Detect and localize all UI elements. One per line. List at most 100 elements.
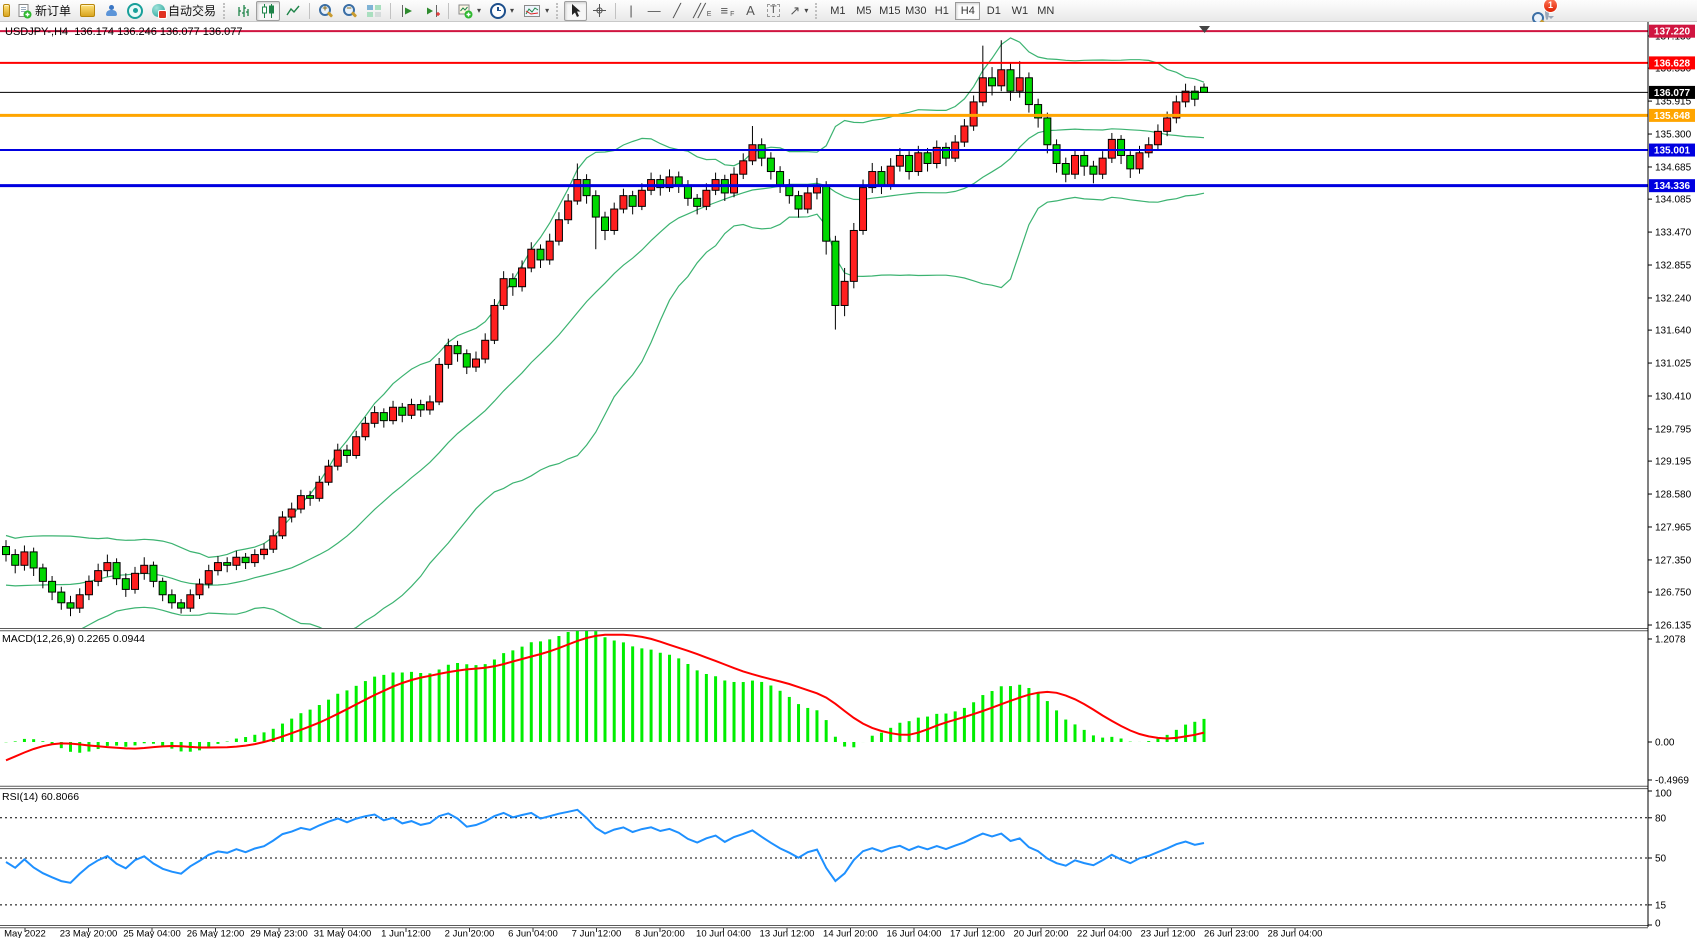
toolbar-right: 1: [1531, 0, 1697, 20]
radar-icon: [127, 2, 144, 19]
toolbar-grip: [815, 2, 819, 19]
svg-text:6 Jun 04:00: 6 Jun 04:00: [508, 929, 558, 939]
vertical-line-tool[interactable]: |: [620, 1, 642, 21]
svg-text:134.085: 134.085: [1655, 195, 1692, 206]
new-order-button[interactable]: 新订单: [12, 1, 75, 21]
new-order-label: 新订单: [35, 4, 72, 18]
line-chart-icon: [286, 5, 300, 15]
indicators-button[interactable]: ▾: [519, 1, 553, 21]
tab-timeframe-M30[interactable]: M30: [905, 4, 927, 17]
svg-text:135.648: 135.648: [1654, 111, 1691, 122]
svg-text:133.470: 133.470: [1655, 228, 1692, 239]
svg-text:0: 0: [1655, 919, 1661, 930]
deposit-button[interactable]: [76, 1, 99, 21]
chart-shift-button[interactable]: [420, 1, 444, 21]
tab-timeframe-M5[interactable]: M5: [856, 4, 872, 17]
tab-timeframe-H1[interactable]: H1: [934, 4, 949, 17]
svg-text:137.220: 137.220: [1654, 27, 1691, 38]
text-tool[interactable]: A: [739, 1, 761, 21]
candlestick-chart-button[interactable]: [256, 0, 281, 21]
price-chart[interactable]: 137.130136.530135.915135.300134.685134.0…: [0, 22, 1697, 940]
svg-text:16 Jun 04:00: 16 Jun 04:00: [887, 929, 942, 939]
tab-timeframe-M15[interactable]: M15: [879, 4, 901, 17]
tab-timeframe-H4[interactable]: H4: [955, 1, 981, 20]
svg-text:20 Jun 20:00: 20 Jun 20:00: [1014, 929, 1069, 939]
tab-timeframe-M1[interactable]: M1: [830, 4, 846, 17]
gold-coins-icon: [80, 4, 96, 17]
vertical-line-icon: |: [629, 3, 633, 18]
dropdown-caret: ▾: [510, 6, 515, 15]
text-label-tool[interactable]: T: [762, 1, 784, 21]
svg-text:1.2078: 1.2078: [1655, 635, 1686, 646]
price-axis: 137.130136.530135.915135.300134.685134.0…: [1647, 22, 1697, 938]
main-pane: [0, 26, 1648, 628]
svg-text:132.240: 132.240: [1655, 293, 1692, 304]
candlestick-chart-icon: [262, 3, 275, 18]
svg-text:136.077: 136.077: [1654, 88, 1691, 99]
svg-text:15: 15: [1655, 900, 1667, 911]
fibonacci-tool[interactable]: ≡ F: [716, 1, 738, 21]
svg-text:80: 80: [1655, 813, 1667, 824]
toolbar-grip: [223, 2, 227, 19]
zoom-out-button[interactable]: −: [338, 1, 361, 21]
svg-text:17 Jun 12:00: 17 Jun 12:00: [950, 929, 1005, 939]
svg-text:28 Jun 04:00: 28 Jun 04:00: [1268, 929, 1323, 939]
zoom-in-icon: +: [318, 3, 333, 18]
notifications-button[interactable]: 1: [1543, 0, 1558, 20]
auto-scroll-icon: [402, 4, 413, 17]
toolbar-grip: [556, 2, 560, 19]
svg-text:2 Jun 20:00: 2 Jun 20:00: [445, 929, 495, 939]
clipped-toolbar-button[interactable]: [2, 1, 11, 21]
svg-text:29 May 23:00: 29 May 23:00: [250, 929, 308, 939]
svg-text:1 Jun 12:00: 1 Jun 12:00: [381, 929, 431, 939]
auto-scroll-button[interactable]: [395, 1, 419, 21]
cursor-icon: [572, 4, 581, 17]
zoom-in-button[interactable]: +: [314, 1, 337, 21]
svg-text:129.195: 129.195: [1655, 457, 1692, 468]
svg-text:May 2022: May 2022: [4, 929, 46, 939]
text-label-icon: T: [767, 4, 780, 17]
community-button[interactable]: [100, 1, 122, 21]
channel-e-label: E: [706, 11, 712, 18]
toolbar-separator: [615, 2, 617, 19]
new-chart-icon: [458, 4, 473, 18]
svg-text:135.300: 135.300: [1655, 130, 1692, 141]
crosshair-button[interactable]: [588, 1, 611, 21]
arrows-tool[interactable]: ↗ ▾: [785, 1, 812, 21]
chart-shift-marker[interactable]: [1199, 26, 1210, 33]
bar-chart-icon: [238, 4, 249, 17]
tab-timeframe-MN[interactable]: MN: [1037, 4, 1055, 17]
auto-trading-label: 自动交易: [168, 4, 217, 18]
auto-trading-button[interactable]: 自动交易: [148, 1, 220, 21]
svg-text:22 Jun 04:00: 22 Jun 04:00: [1077, 929, 1132, 939]
channel-icon: ╱╱: [693, 3, 706, 18]
cursor-button[interactable]: [564, 0, 588, 21]
svg-text:25 May 04:00: 25 May 04:00: [123, 929, 181, 939]
line-chart-button[interactable]: [281, 1, 305, 21]
toolbar-separator: [309, 2, 311, 19]
broadcast-button[interactable]: [123, 1, 147, 21]
dropdown-caret: ▾: [804, 6, 809, 15]
timeframe-toolbar: M1 M5 M15 M30 H1 H4 D1 W1 MN: [825, 1, 1058, 20]
clipped-icon: [3, 4, 10, 17]
svg-text:135.001: 135.001: [1654, 146, 1691, 157]
svg-text:134.685: 134.685: [1655, 162, 1692, 173]
bar-chart-button[interactable]: [231, 1, 255, 21]
periods-button[interactable]: ▾: [486, 1, 518, 21]
svg-text:136.628: 136.628: [1654, 58, 1691, 69]
svg-text:127.965: 127.965: [1655, 522, 1692, 533]
svg-text:23 May 20:00: 23 May 20:00: [60, 929, 118, 939]
tab-timeframe-D1[interactable]: D1: [986, 4, 1001, 17]
channel-tool[interactable]: ╱╱ E: [689, 1, 715, 21]
tile-windows-icon: [367, 4, 382, 17]
text-tool-icon: A: [746, 3, 755, 18]
svg-text:50: 50: [1655, 854, 1667, 865]
tile-windows-button[interactable]: [362, 1, 386, 21]
horizontal-line-tool[interactable]: —: [643, 1, 665, 21]
svg-text:7 Jun 12:00: 7 Jun 12:00: [572, 929, 622, 939]
svg-text:130.410: 130.410: [1655, 392, 1692, 403]
svg-text:0.00: 0.00: [1655, 738, 1675, 749]
trendline-tool[interactable]: ╱: [666, 1, 688, 21]
tab-timeframe-W1[interactable]: W1: [1011, 4, 1029, 17]
new-chart-button[interactable]: ▾: [453, 1, 485, 21]
